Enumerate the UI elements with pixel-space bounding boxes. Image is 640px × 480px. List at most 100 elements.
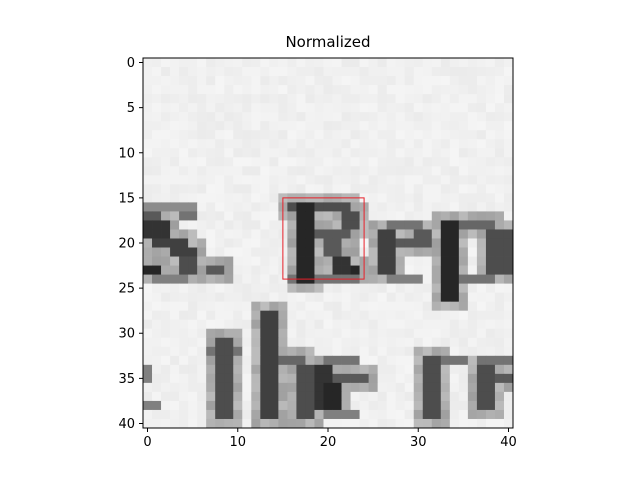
heatmap-cell [422, 139, 433, 149]
heatmap-cell [242, 139, 252, 149]
heatmap-cell [179, 319, 189, 330]
heatmap-cell [305, 328, 315, 339]
heatmap-cell [233, 292, 243, 303]
heatmap-cell [494, 265, 505, 275]
heatmap-cell [404, 103, 415, 113]
heatmap-cell [386, 373, 397, 384]
heatmap-cell [503, 67, 514, 77]
heatmap-cell [242, 400, 252, 411]
heatmap-cell [278, 373, 288, 384]
heatmap-cell [206, 382, 216, 393]
heatmap-cell [359, 94, 370, 104]
heatmap-cell [152, 400, 162, 411]
heatmap-cell [404, 202, 415, 212]
heatmap-cell [251, 382, 261, 393]
heatmap-cell [440, 130, 451, 140]
heatmap-cell [476, 409, 487, 420]
heatmap-cell [197, 382, 207, 393]
heatmap-cell [395, 346, 406, 357]
heatmap-cell [224, 400, 234, 411]
heatmap-cell [413, 274, 424, 285]
heatmap-cell [206, 265, 216, 275]
heatmap-cell [386, 292, 397, 303]
heatmap-cell [314, 175, 324, 185]
heatmap-cell [413, 247, 424, 257]
heatmap-cell [188, 292, 198, 303]
heatmap-cell [152, 391, 162, 402]
heatmap-cell [368, 355, 379, 366]
heatmap-cell [215, 355, 225, 366]
heatmap-cell [476, 283, 487, 294]
heatmap-cell [215, 220, 225, 230]
heatmap-cell [143, 139, 153, 149]
heatmap-cell [449, 166, 460, 176]
y-tick-label: 0 [127, 56, 135, 71]
heatmap-cell [494, 130, 505, 140]
heatmap-cell [350, 94, 360, 104]
heatmap-cell [422, 391, 433, 402]
heatmap-cell [386, 319, 397, 330]
heatmap-cell [314, 337, 324, 348]
heatmap-cell [296, 94, 306, 104]
heatmap-cell [260, 328, 270, 339]
heatmap-cell [179, 211, 189, 221]
heatmap-cell [422, 382, 433, 393]
heatmap-cell [368, 391, 379, 402]
heatmap-cell [368, 139, 379, 149]
heatmap-cell [494, 364, 505, 375]
heatmap-cell [458, 103, 469, 113]
heatmap-cell [215, 256, 225, 266]
heatmap-cell [404, 283, 415, 294]
heatmap-cell [422, 85, 433, 95]
heatmap-cell [341, 220, 351, 230]
heatmap-cell [341, 301, 351, 312]
heatmap-cell [206, 346, 216, 357]
heatmap-cell [161, 121, 171, 131]
heatmap-cell [269, 274, 279, 285]
heatmap-cell [494, 85, 505, 95]
heatmap-cell [278, 166, 288, 176]
heatmap-cell [251, 139, 261, 149]
heatmap-cell [161, 400, 171, 411]
heatmap-cell [341, 373, 351, 384]
heatmap-cell [395, 373, 406, 384]
heatmap-cell [332, 121, 342, 131]
heatmap-cell [233, 220, 243, 230]
heatmap-cell [170, 175, 180, 185]
heatmap-cell [431, 193, 442, 203]
heatmap-cell [431, 175, 442, 185]
heatmap-cell [179, 94, 189, 104]
heatmap-cell [215, 391, 225, 402]
heatmap-cell [332, 373, 342, 384]
heatmap-cell [215, 229, 225, 239]
heatmap-cell [278, 85, 288, 95]
heatmap-cell [179, 256, 189, 266]
heatmap-cell [143, 85, 153, 95]
heatmap-cell [341, 247, 351, 257]
y-tick-label: 15 [118, 191, 135, 206]
heatmap-cell [485, 238, 496, 248]
heatmap-cell [341, 346, 351, 357]
heatmap-cell [242, 67, 252, 77]
heatmap-cell [341, 391, 351, 402]
heatmap-cell [215, 328, 225, 339]
heatmap-cell [485, 391, 496, 402]
heatmap-cell [404, 220, 415, 230]
heatmap-cell [314, 67, 324, 77]
heatmap-cell [314, 355, 324, 366]
heatmap-cell [287, 76, 297, 86]
heatmap-cell [323, 256, 333, 266]
heatmap-cell [485, 301, 496, 312]
heatmap-cell [215, 409, 225, 420]
heatmap-cell [503, 310, 514, 321]
heatmap-cell [449, 148, 460, 158]
heatmap-cell [422, 283, 433, 294]
heatmap-cell [314, 382, 324, 393]
heatmap-cell [440, 265, 451, 275]
heatmap-cell [188, 409, 198, 420]
heatmap-cell [269, 103, 279, 113]
heatmap-cell [143, 310, 153, 321]
heatmap-cell [458, 310, 469, 321]
heatmap-cell [341, 409, 351, 420]
heatmap-cell [431, 283, 442, 294]
